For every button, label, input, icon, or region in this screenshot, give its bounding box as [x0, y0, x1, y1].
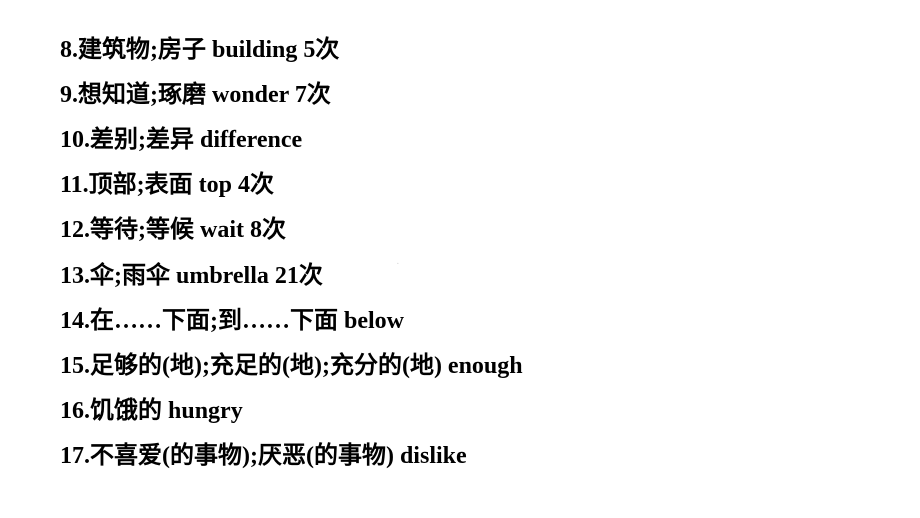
item-text: 10.差别;差异 difference	[60, 127, 302, 153]
list-item: 10.差别;差异 difference	[60, 118, 920, 163]
item-text: 12.等待;等候 wait 8次	[60, 217, 286, 243]
list-item: 14.在……下面;到……下面 below	[60, 299, 920, 344]
list-item: 13.伞;雨伞 umbrella 21次	[60, 254, 920, 299]
item-text: 9.想知道;琢磨 wonder 7次	[60, 82, 331, 108]
item-text: 13.伞;雨伞 umbrella 21次	[60, 263, 323, 289]
list-item: 12.等待;等候 wait 8次	[60, 208, 920, 253]
list-item: 15.足够的(地);充足的(地);充分的(地) enough	[60, 344, 920, 389]
vocab-list: 8.建筑物;房子 building 5次 9.想知道;琢磨 wonder 7次 …	[0, 0, 920, 479]
list-item: 8.建筑物;房子 building 5次	[60, 28, 920, 73]
item-text: 8.建筑物;房子 building 5次	[60, 37, 339, 63]
list-item: 9.想知道;琢磨 wonder 7次	[60, 73, 920, 118]
item-text: 17.不喜爱(的事物);厌恶(的事物) dislike	[60, 443, 467, 469]
list-item: 16.饥饿的 hungry	[60, 389, 920, 434]
item-text: 15.足够的(地);充足的(地);充分的(地) enough	[60, 353, 523, 379]
item-text: 14.在……下面;到……下面 below	[60, 308, 404, 334]
item-text: 16.饥饿的 hungry	[60, 398, 243, 424]
item-text: 11.顶部;表面 top 4次	[60, 172, 274, 198]
list-item: 17.不喜爱(的事物);厌恶(的事物) dislike	[60, 434, 920, 479]
list-item: 11.顶部;表面 top 4次	[60, 163, 920, 208]
